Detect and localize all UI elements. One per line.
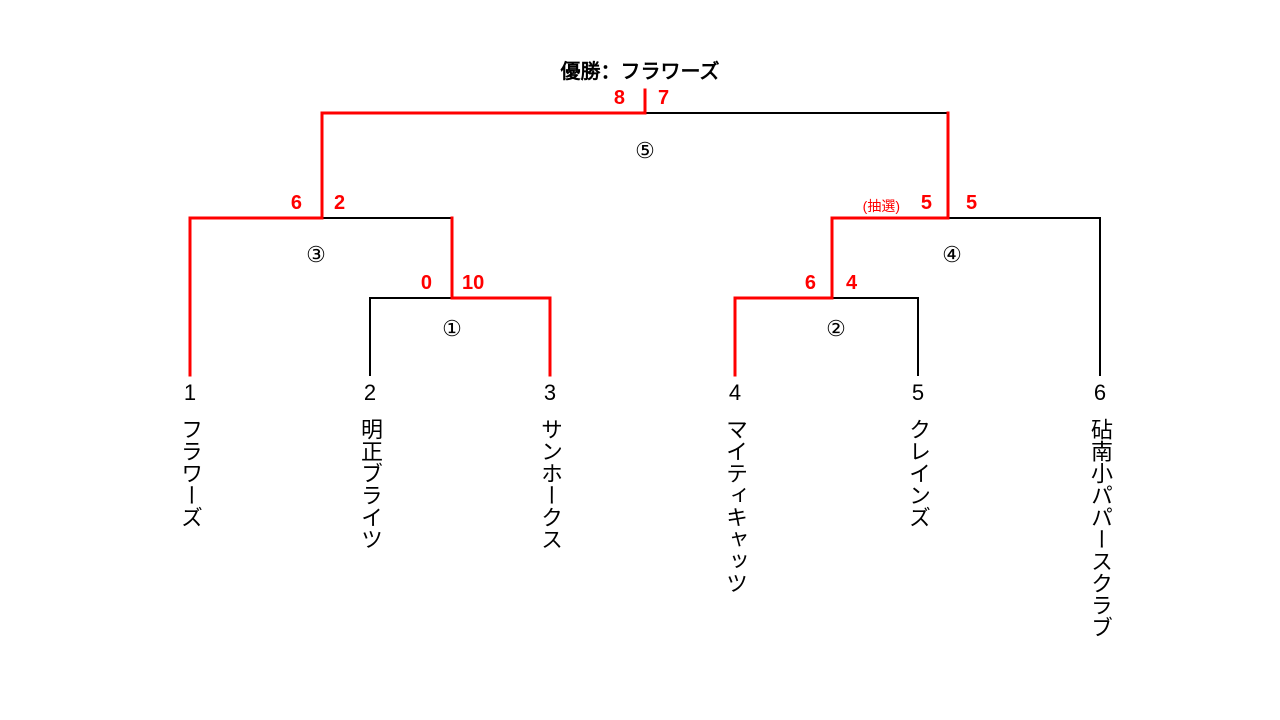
team-name-4: マイティキャッツ bbox=[719, 418, 751, 594]
bracket-stage: 優勝：フラワーズ ⑤ ③ ④ ① ② 8 7 6 2 5 5 0 10 6 4 … bbox=[0, 0, 1280, 720]
score-sfleft-left: 6 bbox=[291, 192, 302, 215]
score-final-left: 8 bbox=[614, 87, 625, 110]
seed-5: 5 bbox=[912, 380, 924, 406]
match-label-sf-left: ③ bbox=[306, 242, 326, 268]
score-sfright-left: 5 bbox=[921, 192, 932, 215]
score-final-right: 7 bbox=[658, 87, 669, 110]
match-label-r1-left: ① bbox=[442, 316, 462, 342]
match-label-sf-right: ④ bbox=[942, 242, 962, 268]
match-label-r1-right: ② bbox=[826, 316, 846, 342]
team-name-6: 砧南小パパースクラブ bbox=[1084, 418, 1116, 638]
seed-6: 6 bbox=[1094, 380, 1106, 406]
champion-title: 優勝：フラワーズ bbox=[561, 55, 720, 84]
seed-1: 1 bbox=[184, 380, 196, 406]
team-name-2: 明正ブライツ bbox=[354, 418, 386, 550]
score-r1right-left: 6 bbox=[805, 272, 816, 295]
score-r1left-left: 0 bbox=[421, 272, 432, 295]
tiebreak-note: (抽選) bbox=[863, 196, 900, 216]
team-name-5: クレインズ bbox=[902, 418, 934, 528]
score-r1left-right: 10 bbox=[462, 272, 484, 295]
score-sfleft-right: 2 bbox=[334, 192, 345, 215]
team-name-3: サンホークス bbox=[534, 418, 566, 550]
score-r1right-right: 4 bbox=[846, 272, 857, 295]
match-label-final: ⑤ bbox=[635, 138, 655, 164]
score-sfright-right: 5 bbox=[966, 192, 977, 215]
seed-4: 4 bbox=[729, 380, 741, 406]
seed-2: 2 bbox=[364, 380, 376, 406]
seed-3: 3 bbox=[544, 380, 556, 406]
team-name-1: フラワーズ bbox=[174, 418, 206, 528]
